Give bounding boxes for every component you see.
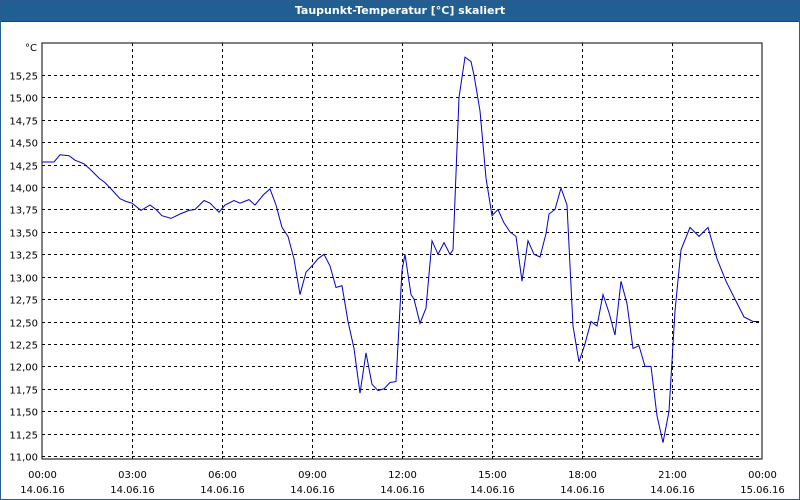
- x-tick-time-label: 12:00: [388, 470, 417, 481]
- x-tick-date-label: 14.06.16: [20, 485, 65, 496]
- x-tick-date-label: 15.06.16: [740, 485, 785, 496]
- y-tick-label: 11,50: [9, 408, 38, 419]
- y-tick-label: 11,00: [9, 453, 38, 464]
- y-tick-label: 14,25: [9, 162, 38, 173]
- x-tick-time-label: 09:00: [298, 470, 327, 481]
- window-title: Taupunkt-Temperatur [°C] skaliert: [294, 4, 506, 17]
- x-tick-date-label: 14.06.16: [650, 485, 695, 496]
- x-tick-time-label: 00:00: [28, 470, 57, 481]
- y-tick-label: 15,00: [9, 94, 38, 105]
- y-tick-label: 11,25: [9, 431, 38, 442]
- y-tick-label: 14,75: [9, 117, 38, 128]
- y-tick-label: 12,50: [9, 319, 38, 330]
- x-tick-time-label: 06:00: [208, 470, 237, 481]
- y-axis-ticks: 11,00 11,25 11,50 11,75 12,00 12,25 12,50 12,75…: [9, 72, 38, 464]
- x-tick-date-label: 14.06.16: [560, 485, 605, 496]
- y-tick-label: 11,75: [9, 386, 38, 397]
- y-tick-label: 15,25: [9, 72, 38, 83]
- x-tick-date-label: 14.06.16: [200, 485, 245, 496]
- y-tick-label: 13,75: [9, 206, 38, 217]
- y-axis-unit-label: °C: [25, 43, 37, 54]
- y-tick-label: 13,50: [9, 229, 38, 240]
- y-tick-label: 12,25: [9, 341, 38, 352]
- y-tick-label: 12,75: [9, 296, 38, 307]
- x-tick-time-label: 18:00: [568, 470, 597, 481]
- x-tick-date-label: 14.06.16: [290, 485, 335, 496]
- dew-point-series-line: [42, 56, 759, 443]
- x-tick-time-label: 00:00: [748, 470, 777, 481]
- title-bar: Taupunkt-Temperatur [°C] skaliert: [1, 1, 799, 22]
- x-tick-date-label: 14.06.16: [110, 485, 155, 496]
- x-axis-ticks: 00:00 14.06.16 03:00 14.06.16 06:00 14.06.16 0…: [20, 470, 785, 496]
- y-tick-label: 14,00: [9, 184, 38, 195]
- y-tick-label: 12,00: [9, 363, 38, 374]
- x-tick-time-label: 21:00: [658, 470, 687, 481]
- y-tick-label: 13,25: [9, 251, 38, 262]
- x-tick-time-label: 15:00: [478, 470, 507, 481]
- y-tick-label: 14,50: [9, 139, 38, 150]
- x-tick-time-label: 03:00: [118, 470, 147, 481]
- grid: [42, 43, 762, 459]
- x-tick-date-label: 14.06.16: [380, 485, 425, 496]
- x-tick-date-label: 14.06.16: [470, 485, 515, 496]
- y-tick-label: 13,00: [9, 274, 38, 285]
